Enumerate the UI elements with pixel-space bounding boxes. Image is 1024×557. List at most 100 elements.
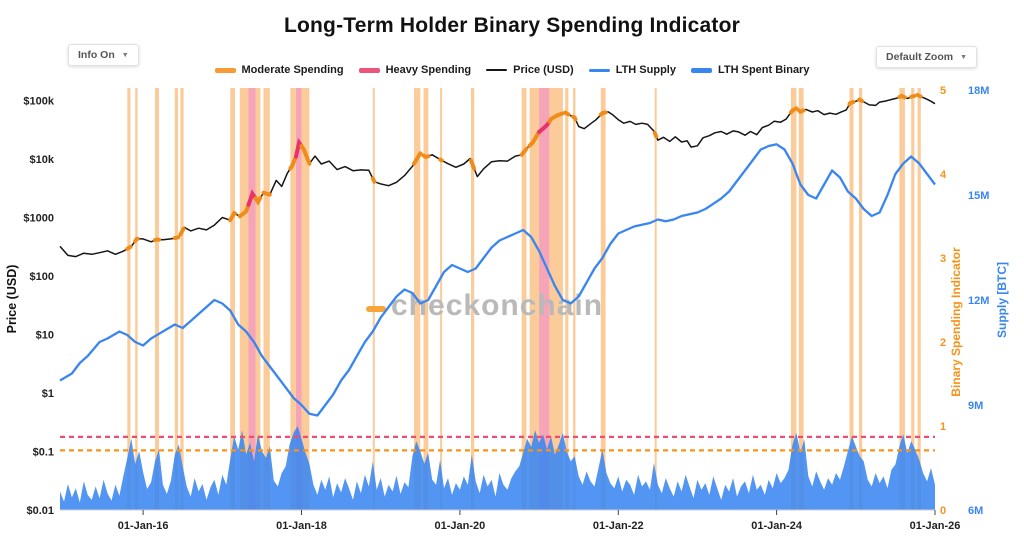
moderate-spending-marker (412, 151, 423, 166)
legend-label: Moderate Spending (241, 64, 344, 76)
moderate-spending-band (565, 88, 569, 510)
price-line (59, 94, 936, 258)
moderate-spending-band (127, 88, 131, 510)
moderate-spending-band (230, 88, 235, 510)
price-tick-label: $100k (23, 96, 54, 108)
price-tick-label: $1000 (23, 213, 54, 225)
supply-tick-label: 6M (968, 505, 983, 517)
moderate-spending-marker (133, 236, 140, 244)
moderate-spending-marker (857, 97, 865, 103)
moderate-spending-marker (563, 110, 571, 117)
legend: Moderate Spending Heavy Spending Price (US… (0, 64, 1024, 76)
supply-axis-title: Supply [BTC] (995, 262, 1009, 338)
moderate-spending-marker (527, 129, 542, 148)
moderate-spending-band (654, 88, 657, 510)
legend-label: LTH Supply (615, 64, 676, 76)
spending-price-overlays (125, 93, 923, 251)
moderate-spending-marker (915, 93, 923, 99)
moderate-spending-band (180, 88, 184, 510)
legend-item-price-usd-[interactable]: Price (USD) (486, 64, 574, 76)
moderate-spending-marker (897, 93, 907, 100)
moderate-spending-band (372, 88, 375, 510)
legend-label: Price (USD) (513, 64, 574, 76)
legend-item-lth-supply[interactable]: LTH Supply (588, 64, 676, 76)
moderate-spending-marker (598, 110, 608, 117)
price-tick-label: $10k (30, 154, 55, 166)
moderate-spending-marker (469, 158, 477, 171)
legend-label: LTH Spent Binary (717, 64, 810, 76)
supply-tick-label: 12M (968, 295, 989, 307)
moderate-spending-marker (438, 157, 444, 163)
x-axis: 01-Jan-16 01-Jan-18 01-Jan-20 01-Jan-22 01-J… (60, 509, 961, 532)
chevron-down-icon: ▼ (121, 51, 129, 59)
watermark-dash-icon (366, 306, 386, 312)
heavy-spending-band (296, 88, 302, 510)
moderate-spending-marker (571, 114, 578, 122)
legend-swatch-icon (486, 69, 508, 71)
page-title: Long-Term Holder Binary Spending Indicat… (283, 14, 741, 37)
legend-swatch-icon (358, 67, 380, 73)
moderate-spending-marker (261, 190, 272, 197)
moderate-spending-marker (788, 106, 799, 115)
binary-tick-label: 5 (940, 85, 946, 97)
moderate-spending-marker (299, 144, 312, 166)
price-tick-label: $100 (30, 271, 54, 283)
binary-axis-title: Binary Spending Indicator (949, 247, 963, 397)
moderate-spending-band (798, 88, 804, 510)
legend-swatch-icon (214, 67, 236, 73)
moderate-spending-marker (237, 202, 251, 219)
heavy-spending-marker (537, 119, 552, 134)
price-axis-title: Price (USD) (5, 265, 19, 334)
moderate-spending-band (600, 88, 606, 510)
lth-spent-binary-area (60, 426, 935, 510)
moderate-spending-marker (288, 154, 298, 171)
moderate-spending-band (899, 88, 905, 510)
moderate-spending-marker (421, 153, 431, 160)
heavy-spending-band (539, 88, 550, 510)
moderate-spending-band (255, 88, 261, 510)
moderate-spending-band (155, 88, 159, 510)
moderate-spending-marker (847, 100, 856, 107)
legend-item-lth-spent-binary[interactable]: LTH Spent Binary (690, 64, 810, 76)
legend-label: Heavy Spending (385, 64, 472, 76)
binary-axis: 0 1 2 3 4 5 Binary Spending Indicator (940, 85, 963, 517)
moderate-spending-band (239, 88, 249, 510)
price-tick-label: $0.1 (33, 447, 54, 459)
moderate-spending-band (859, 88, 863, 510)
moderate-spending-band (529, 88, 540, 510)
moderate-spending-band (301, 88, 310, 510)
supply-tick-label: 9M (968, 400, 983, 412)
moderate-spending-marker (178, 226, 186, 237)
x-tick-label: 01-Jan-16 (118, 520, 169, 532)
supply-tick-label: 18M (968, 85, 989, 97)
info-toggle-button[interactable]: Info On ▼ (68, 44, 139, 66)
heavy-spending-band (248, 88, 256, 510)
moderate-spending-marker (172, 235, 180, 241)
x-tick-label: 01-Jan-20 (435, 520, 486, 532)
binary-tick-label: 3 (940, 253, 946, 265)
watermark: checkonchain (366, 289, 602, 322)
moderate-spending-marker (796, 108, 806, 115)
moderate-spending-band (263, 88, 270, 510)
supply-axis: 6M 9M 12M 15M 18M Supply [BTC] (968, 85, 1009, 517)
moderate-spending-band (549, 88, 563, 510)
x-tick-label: 01-Jan-26 (910, 520, 961, 532)
price-axis: $0.01 $0.1 $1 $10 $100 $1000 $10k $100k Price (U… (5, 96, 55, 518)
moderate-spending-band (440, 88, 443, 510)
moderate-spending-band (290, 88, 296, 510)
legend-item-heavy-spending[interactable]: Heavy Spending (358, 64, 472, 76)
price-tick-label: $1 (42, 388, 54, 400)
zoom-select-label: Default Zoom (886, 51, 954, 63)
x-tick-label: 01-Jan-22 (593, 520, 644, 532)
binary-tick-label: 4 (940, 169, 947, 181)
legend-swatch-icon (690, 67, 712, 73)
supply-tick-label: 15M (968, 190, 989, 202)
legend-item-moderate-spending[interactable]: Moderate Spending (214, 64, 344, 76)
lth-supply-line (59, 143, 936, 417)
price-tick-label: $10 (36, 330, 54, 342)
binary-tick-label: 1 (940, 421, 946, 433)
moderate-spending-band (423, 88, 429, 510)
zoom-select-button[interactable]: Default Zoom ▼ (876, 46, 978, 68)
